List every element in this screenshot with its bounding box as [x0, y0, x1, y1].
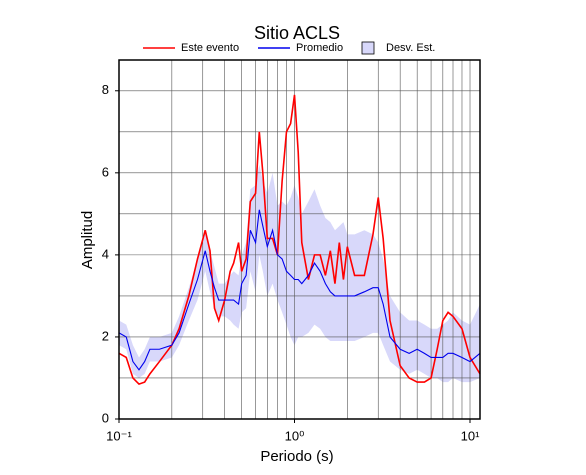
y-tick-label: 2	[102, 328, 109, 343]
x-tick-label: 10¹	[461, 428, 480, 443]
y-tick-label: 6	[102, 164, 109, 179]
x-tick-label: 10⁻¹	[106, 428, 132, 443]
std-band	[119, 164, 480, 383]
legend-label: Promedio	[296, 42, 343, 54]
legend-label: Este evento	[181, 42, 239, 54]
legend-swatch	[361, 41, 375, 55]
y-tick-label: 4	[102, 246, 109, 261]
legend-label: Desv. Est.	[386, 42, 435, 54]
y-tick-label: 0	[102, 410, 109, 425]
x-tick-label: 10⁰	[285, 428, 305, 443]
series-line	[118, 209, 481, 371]
series-line	[118, 94, 481, 386]
plot-frame	[118, 59, 481, 420]
y-tick-label: 8	[102, 82, 109, 97]
x-axis-label: Periodo (s)	[260, 448, 333, 465]
y-axis-label: Amplitud	[79, 211, 96, 269]
chart-title: Sitio ACLS	[254, 23, 340, 43]
